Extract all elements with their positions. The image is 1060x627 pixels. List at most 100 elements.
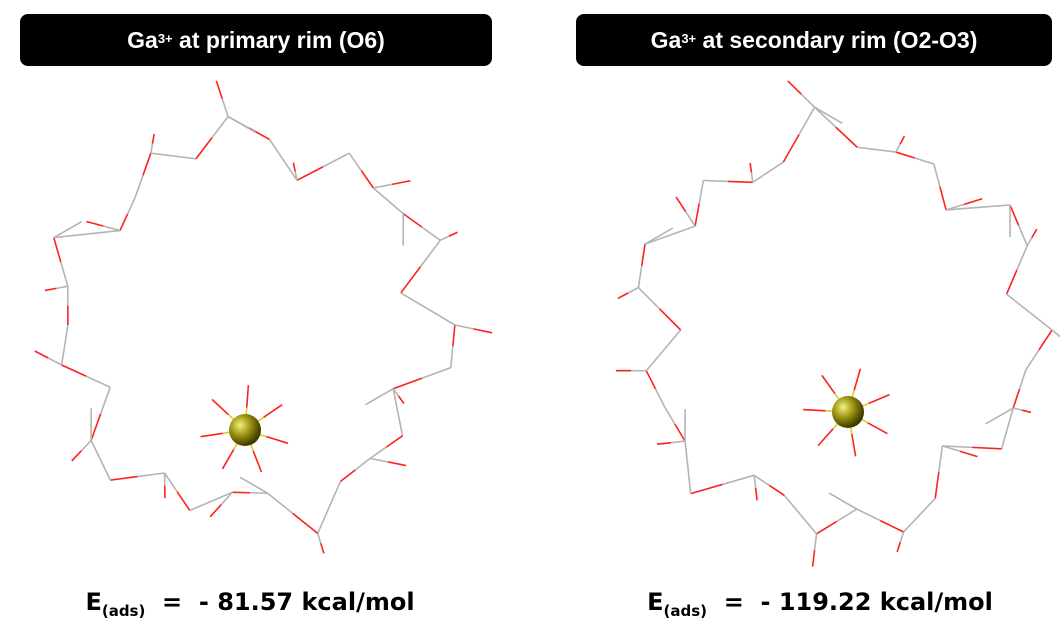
ga-ion — [832, 396, 864, 428]
bond — [1027, 237, 1032, 245]
bond — [675, 424, 685, 441]
bond — [660, 309, 681, 330]
bond — [61, 262, 68, 286]
bond — [699, 180, 703, 203]
bond — [373, 184, 392, 188]
bond — [896, 144, 900, 152]
bond — [1052, 330, 1060, 342]
bond — [815, 534, 817, 550]
bond — [813, 550, 815, 566]
bond — [800, 515, 816, 534]
bond — [691, 484, 723, 493]
bond — [196, 138, 212, 159]
bond — [829, 493, 857, 509]
bond — [270, 139, 284, 159]
bond — [399, 396, 404, 403]
bond — [750, 163, 751, 173]
bond — [1020, 370, 1026, 389]
bond — [877, 150, 896, 152]
bond — [135, 175, 143, 197]
bond — [728, 181, 753, 182]
bond — [857, 147, 876, 149]
bond — [137, 473, 164, 477]
bond — [240, 477, 268, 493]
bond — [638, 288, 659, 309]
bond — [65, 325, 68, 345]
bond — [143, 153, 151, 175]
bond — [1010, 205, 1019, 225]
bond — [323, 153, 349, 167]
bond — [422, 227, 440, 240]
title-text: Ga — [127, 27, 158, 54]
bond — [56, 286, 67, 288]
bond — [904, 515, 920, 532]
bond — [87, 231, 120, 235]
bond — [722, 475, 754, 484]
bond — [822, 375, 835, 393]
energy-value: = - 119.22 kcal/mol — [707, 588, 993, 616]
bond — [756, 488, 758, 501]
bond — [222, 99, 228, 117]
bond — [646, 350, 663, 370]
bond — [919, 498, 935, 515]
bond — [451, 346, 453, 367]
bond — [177, 492, 190, 511]
bond — [628, 288, 638, 293]
bond — [900, 136, 904, 144]
bond — [361, 171, 373, 188]
bond — [421, 240, 441, 266]
bond — [753, 172, 768, 182]
bond — [896, 152, 915, 158]
bond — [264, 405, 283, 418]
bond — [695, 203, 699, 226]
title-text: Ga — [651, 27, 682, 54]
bond — [103, 226, 120, 231]
bond — [48, 358, 61, 365]
title-sup: 3+ — [681, 31, 696, 46]
bond — [165, 473, 178, 492]
bond — [1032, 229, 1037, 237]
bond — [1013, 408, 1022, 410]
bond — [268, 493, 293, 513]
bond — [688, 467, 691, 493]
bond — [428, 309, 455, 325]
bond — [86, 221, 103, 226]
bond — [72, 451, 82, 461]
bond — [365, 389, 393, 405]
bond — [370, 458, 388, 462]
bond — [318, 507, 329, 533]
bond — [1039, 330, 1052, 350]
bond — [754, 475, 756, 488]
title-text: at primary rim (O6) — [173, 27, 385, 54]
energy-label: E(ads) = - 81.57 kcal/mol — [10, 588, 490, 620]
bond — [422, 368, 451, 379]
bond — [801, 94, 814, 107]
bond — [212, 117, 228, 138]
bond — [1002, 428, 1008, 448]
bond — [388, 462, 406, 466]
figure: Ga3+ at primary rim (O6) Ga3+ at seconda… — [0, 0, 1060, 627]
bond — [45, 288, 56, 290]
bond — [646, 371, 655, 389]
bond — [837, 509, 857, 521]
bond — [453, 325, 455, 346]
bond — [101, 460, 111, 480]
bond — [151, 153, 174, 156]
bond — [868, 423, 888, 434]
bond — [754, 475, 769, 485]
bond — [783, 135, 799, 162]
bond — [91, 440, 101, 460]
bond — [349, 153, 361, 170]
bond — [852, 434, 856, 456]
bond — [355, 458, 370, 470]
title-text: at secondary rim (O2-O3) — [696, 27, 977, 54]
bond — [91, 414, 101, 441]
bond — [392, 181, 411, 185]
bond — [393, 378, 422, 389]
bond — [62, 365, 86, 376]
bond — [799, 107, 815, 134]
bond — [266, 437, 287, 444]
bond — [1007, 270, 1017, 294]
bond — [212, 399, 228, 414]
bond — [318, 533, 321, 543]
